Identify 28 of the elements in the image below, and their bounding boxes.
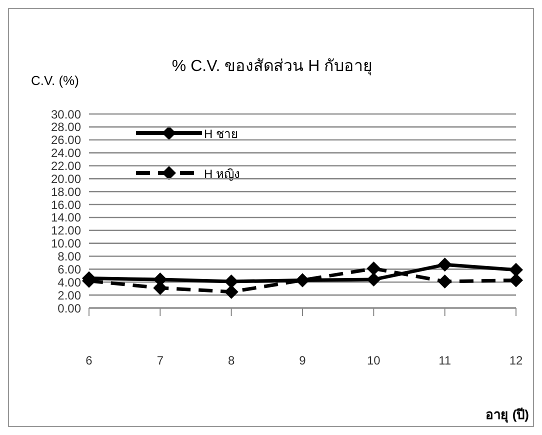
- x-tick-label: 12: [509, 354, 523, 368]
- y-tick-label: 4.00: [58, 275, 82, 290]
- x-tick-label: 8: [228, 354, 235, 368]
- y-tick-label: 0.00: [58, 301, 82, 316]
- y-tick-label: 24.00: [50, 146, 82, 160]
- y-tick-label: 30.00: [50, 107, 82, 122]
- y-tick-label: 2.00: [58, 288, 82, 302]
- y-tick-label: 8.00: [58, 250, 82, 264]
- y-tick-label: 20.00: [50, 172, 82, 186]
- legend-label: H หญิง: [204, 166, 240, 182]
- legend-label: H ชาย: [204, 126, 238, 142]
- y-tick-label: 14.00: [50, 210, 82, 225]
- chart-title: % C.V. ของสัดส่วน H กับอายุ: [172, 58, 372, 75]
- y-tick-label: 22.00: [50, 158, 82, 173]
- x-axis-title: อายุ (ปี): [486, 406, 529, 425]
- y-tick-label: 28.00: [50, 120, 82, 134]
- x-tick-label: 10: [366, 354, 381, 368]
- y-tick-label: 6.00: [58, 262, 82, 276]
- x-tick-label: 11: [438, 354, 452, 368]
- y-tick-label: 10.00: [50, 236, 82, 251]
- y-tick-label: 16.00: [50, 198, 82, 212]
- y-tick-label: 26.00: [50, 133, 82, 148]
- x-tick-label: 9: [299, 354, 306, 368]
- x-tick-label: 6: [86, 354, 93, 368]
- x-tick-label: 7: [156, 354, 164, 368]
- y-tick-label: 18.00: [50, 184, 82, 199]
- y-tick-label: 12.00: [50, 224, 82, 238]
- y-axis-title: C.V. (%): [31, 73, 79, 88]
